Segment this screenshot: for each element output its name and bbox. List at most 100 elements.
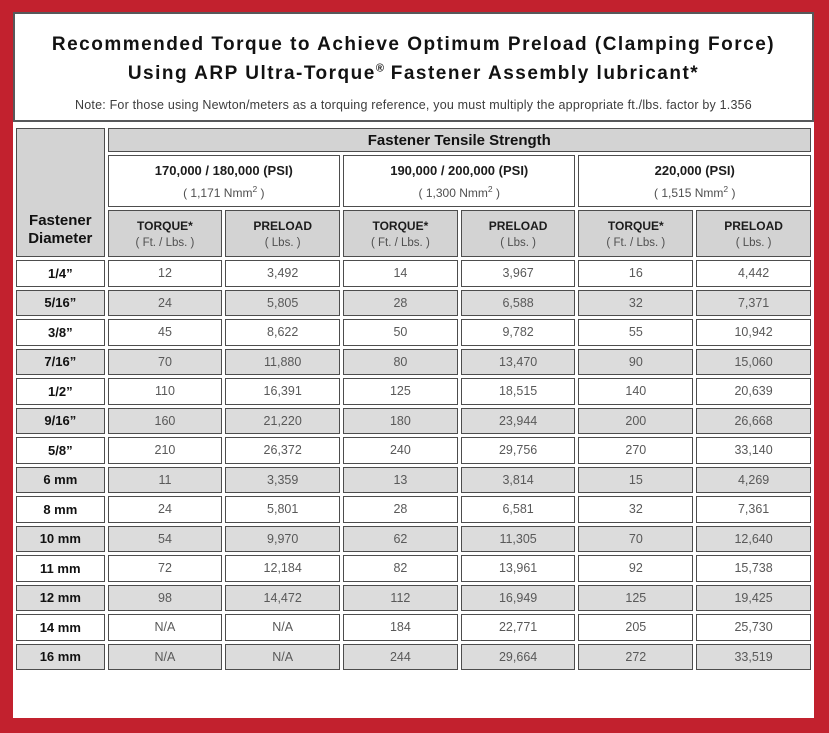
preload-column-header: PRELOAD ( Lbs. ) <box>460 210 576 257</box>
value-cell: 62 <box>343 525 458 552</box>
value-cell: 15 <box>578 466 694 493</box>
divider-gap <box>13 122 814 125</box>
torque-column-header: TORQUE* ( Ft. / Lbs. ) <box>107 210 223 257</box>
psi-label: 170,000 / 180,000 (PSI) <box>154 162 293 178</box>
value-cell: 270 <box>578 437 694 464</box>
value-cell: N/A <box>107 643 223 670</box>
value-cell: 125 <box>343 378 458 405</box>
value-cell: 3,967 <box>460 260 576 287</box>
fastener-diameter-cell: 3/8” <box>16 319 105 346</box>
value-cell: 16,391 <box>225 378 341 405</box>
value-cell: 15,738 <box>696 555 811 582</box>
value-cell: 200 <box>578 407 694 434</box>
table-row: 6 mm 11 3,359 13 3,814 15 4,269 <box>16 466 811 493</box>
fastener-diameter-cell: 5/16” <box>16 289 105 316</box>
value-cell: 12,184 <box>225 555 341 582</box>
value-cell: 7,371 <box>696 289 811 316</box>
value-cell: 50 <box>343 319 458 346</box>
value-cell: 12,640 <box>696 525 811 552</box>
value-cell: 13,470 <box>460 348 576 375</box>
nmm-label: ( 1,515 Nmm2 ) <box>654 183 736 200</box>
value-cell: 32 <box>578 289 694 316</box>
value-cell: 19,425 <box>696 584 811 611</box>
value-cell: 72 <box>107 555 223 582</box>
value-cell: 9,970 <box>225 525 341 552</box>
content-panel: Recommended Torque to Achieve Optimum Pr… <box>13 12 814 718</box>
title-line2-text-post: Fastener Assembly lubricant* <box>383 63 700 85</box>
value-cell: 33,140 <box>696 437 811 464</box>
value-cell: 184 <box>343 614 458 641</box>
table-row: 12 mm 98 14,472 112 16,949 125 19,425 <box>16 584 811 611</box>
tensile-strength-header: Fastener Tensile Strength <box>107 128 811 152</box>
psi-group-170-180: 170,000 / 180,000 (PSI) ( 1,171 Nmm2 ) <box>107 155 341 207</box>
value-cell: 11,880 <box>225 348 341 375</box>
page-title-line2: Using ARP Ultra-Torque® Fastener Assembl… <box>15 59 812 88</box>
value-cell: 3,814 <box>460 466 576 493</box>
value-cell: 13,961 <box>460 555 576 582</box>
value-cell: 21,220 <box>225 407 341 434</box>
value-cell: 9,782 <box>460 319 576 346</box>
table-row: 16 mm N/A N/A 244 29,664 272 33,519 <box>16 643 811 670</box>
value-cell: 272 <box>578 643 694 670</box>
value-cell: 8,622 <box>225 319 341 346</box>
nmm-label: ( 1,171 Nmm2 ) <box>183 183 265 200</box>
value-cell: 80 <box>343 348 458 375</box>
table-row: 7/16” 70 11,880 80 13,470 90 15,060 <box>16 348 811 375</box>
value-cell: 82 <box>343 555 458 582</box>
value-cell: 12 <box>107 260 223 287</box>
value-cell: 33,519 <box>696 643 811 670</box>
fastener-diameter-cell: 8 mm <box>16 496 105 523</box>
tensile-strength-row: Fastener Diameter Fastener Tensile Stren… <box>16 128 811 257</box>
table-row: 1/2” 110 16,391 125 18,515 140 20,639 <box>16 378 811 405</box>
value-cell: 28 <box>343 496 458 523</box>
value-cell: 14 <box>343 260 458 287</box>
value-cell: 24 <box>107 496 223 523</box>
value-cell: 24 <box>107 289 223 316</box>
value-cell: 160 <box>107 407 223 434</box>
psi-group-190-200: 190,000 / 200,000 (PSI) ( 1,300 Nmm2 ) <box>343 155 576 207</box>
fastener-diameter-cell: 9/16” <box>16 407 105 434</box>
fastener-diameter-cell: 1/4” <box>16 260 105 287</box>
value-cell: 140 <box>578 378 694 405</box>
fastener-diameter-cell: 16 mm <box>16 643 105 670</box>
fastener-diameter-cell: 1/2” <box>16 378 105 405</box>
value-cell: 29,664 <box>460 643 576 670</box>
value-cell: 45 <box>107 319 223 346</box>
value-cell: 210 <box>107 437 223 464</box>
value-cell: 16,949 <box>460 584 576 611</box>
value-cell: 26,372 <box>225 437 341 464</box>
table-row: 10 mm 54 9,970 62 11,305 70 12,640 <box>16 525 811 552</box>
value-cell: 6,581 <box>460 496 576 523</box>
torque-column-header: TORQUE* ( Ft. / Lbs. ) <box>578 210 694 257</box>
value-cell: 26,668 <box>696 407 811 434</box>
fastener-diameter-cell: 10 mm <box>16 525 105 552</box>
fastener-diameter-cell: 14 mm <box>16 614 105 641</box>
value-cell: 22,771 <box>460 614 576 641</box>
psi-label: 190,000 / 200,000 (PSI) <box>390 162 529 178</box>
value-cell: 54 <box>107 525 223 552</box>
value-cell: 28 <box>343 289 458 316</box>
value-cell: 3,492 <box>225 260 341 287</box>
value-cell: 11 <box>107 466 223 493</box>
fastener-diameter-header-line2: Diameter <box>28 230 93 248</box>
table-row: 9/16” 160 21,220 180 23,944 200 26,668 <box>16 407 811 434</box>
value-cell: 205 <box>578 614 694 641</box>
torque-column-header: TORQUE* ( Ft. / Lbs. ) <box>343 210 458 257</box>
value-cell: 10,942 <box>696 319 811 346</box>
value-cell: 13 <box>343 466 458 493</box>
table-row: 3/8” 45 8,622 50 9,782 55 10,942 <box>16 319 811 346</box>
fastener-diameter-cell: 11 mm <box>16 555 105 582</box>
value-cell: 112 <box>343 584 458 611</box>
value-cell: 32 <box>578 496 694 523</box>
value-cell: 5,805 <box>225 289 341 316</box>
value-cell: 18,515 <box>460 378 576 405</box>
value-cell: 23,944 <box>460 407 576 434</box>
title-line2-text: Using ARP Ultra-Torque <box>127 63 376 85</box>
value-cell: 240 <box>343 437 458 464</box>
value-cell: 244 <box>343 643 458 670</box>
table-row: 8 mm 24 5,801 28 6,581 32 7,361 <box>16 496 811 523</box>
preload-column-header: PRELOAD ( Lbs. ) <box>225 210 341 257</box>
value-cell: 98 <box>107 584 223 611</box>
table-row: 1/4” 12 3,492 14 3,967 16 4,442 <box>16 260 811 287</box>
value-cell: N/A <box>225 643 341 670</box>
